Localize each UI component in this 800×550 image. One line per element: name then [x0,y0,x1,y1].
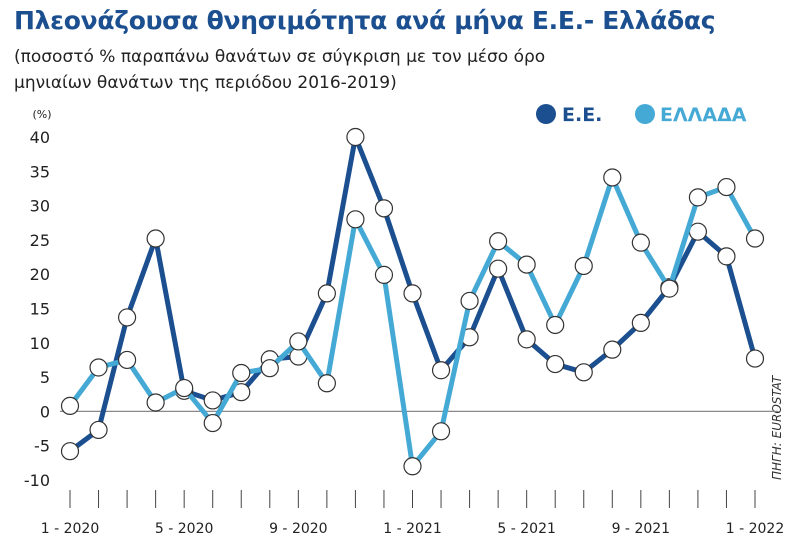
legend: Ε.Ε. ΕΛΛΑΔΑ [536,104,747,126]
y-tick-label: 10 [30,334,50,353]
data-point-greece [546,315,565,335]
y-tick-label: -10 [24,471,50,490]
data-point-eu [574,363,593,382]
data-point-greece [631,233,650,252]
data-point-greece [260,359,279,378]
subtitle-line-2: μηνιαίων θανάτων της περιόδου 2016-2019) [14,73,397,93]
data-point-greece [289,332,308,351]
x-tick-label: 1 - 2022 [726,521,785,537]
data-point-greece [146,393,165,412]
data-point-eu [431,361,451,380]
data-point-eu [317,284,336,303]
legend-marker-greece [635,104,655,124]
data-point-greece [374,265,394,284]
x-tick-label: 1 - 2020 [41,521,100,537]
data-point-eu [717,247,736,266]
y-tick-label: 20 [30,265,50,284]
y-axis-unit-label: (%) [32,108,51,121]
x-tick-label: 5 - 2021 [497,521,556,537]
data-point-eu [203,391,222,410]
data-point-eu [688,222,708,241]
data-point-greece [431,422,451,441]
data-point-greece [517,255,536,274]
legend-marker-eu [536,104,556,124]
data-point-eu [546,354,565,374]
series-layer [60,127,765,476]
x-tick-label: 9 - 2020 [269,521,328,537]
data-point-greece [403,457,422,476]
chart-subtitle: (ποσοστό % παραπάνω θανάτων σε σύγκριση … [14,44,714,96]
data-point-greece [660,279,679,298]
data-point-eu [489,259,508,278]
data-point-greece [175,378,194,398]
y-tick-label: -5 [34,437,50,456]
data-point-eu [346,127,365,147]
legend-label-eu: Ε.Ε. [562,104,602,126]
data-point-greece [203,413,222,433]
y-tick-label: 30 [30,197,50,216]
data-point-eu [603,340,622,359]
subtitle-line-1: (ποσοστό % παραπάνω θανάτων σε σύγκριση … [14,47,546,67]
data-point-greece [688,188,708,207]
data-point-eu [117,308,137,327]
legend-label-greece: ΕΛΛΑΔΑ [660,104,747,126]
y-tick-label: 35 [30,162,50,181]
x-axis: 1 - 2020 5 - 2020 9 - 2020 1 - 2021 5 - 2021… [41,410,785,537]
data-point-greece [489,232,508,251]
y-tick-label: 40 [30,128,50,147]
series-eu [60,127,765,461]
data-point-eu [374,199,394,218]
data-point-greece [89,358,108,377]
data-point-eu [146,229,165,248]
data-point-eu [60,442,80,461]
data-point-greece [60,396,80,416]
x-tick-label: 9 - 2021 [612,521,671,537]
chart-title: Πλεονάζουσα θνησιμότητα ανά μήνα Ε.Ε.- Ε… [14,6,716,35]
data-point-greece [317,374,336,393]
y-axis: (%) 40 35 30 25 20 15 10 5 0 -5 -10 [24,108,52,490]
data-point-greece [232,363,251,383]
data-point-eu [89,420,108,440]
data-point-eu [631,313,650,333]
y-tick-label: 5 [40,368,50,387]
data-point-greece [717,177,736,197]
x-tick-label: 5 - 2020 [155,521,214,537]
y-tick-label: 25 [30,231,50,250]
data-point-greece [460,291,479,311]
data-point-greece [603,168,622,187]
data-point-greece [117,350,137,370]
series-greece [60,168,765,476]
y-tick-label: 15 [30,300,50,319]
data-point-eu [745,349,765,368]
data-point-eu [517,330,536,349]
y-tick-label: 0 [40,402,50,421]
data-point-greece [574,256,593,276]
data-point-eu [403,284,422,303]
data-point-greece [745,229,765,248]
x-tick-label: 1 - 2021 [383,521,442,537]
data-point-greece [346,210,365,229]
